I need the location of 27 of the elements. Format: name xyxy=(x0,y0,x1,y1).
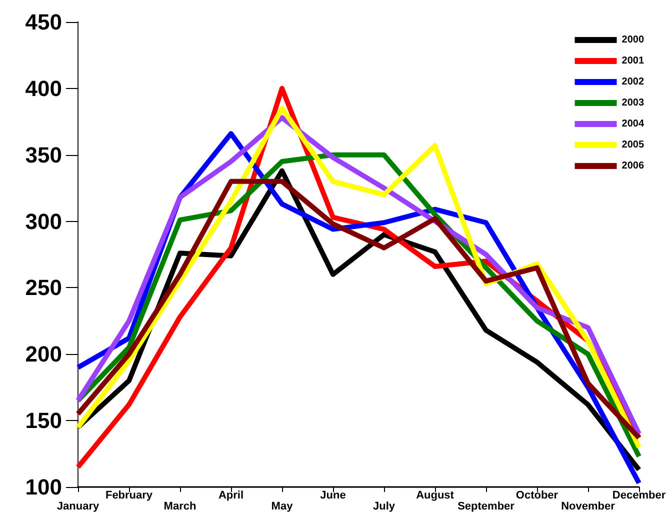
x-tick-label: May xyxy=(271,500,294,512)
y-tick-label: 350 xyxy=(25,142,62,168)
x-tick-label: November xyxy=(561,500,616,512)
legend-label: 2001 xyxy=(622,56,644,66)
x-tick-label: August xyxy=(416,490,454,502)
legend-label: 2005 xyxy=(622,140,644,150)
x-tick-label: March xyxy=(164,500,196,512)
x-tick-label: July xyxy=(372,500,396,512)
x-tick-label: February xyxy=(105,490,154,502)
x-tick-label: December xyxy=(612,490,666,502)
y-tick-label: 250 xyxy=(25,275,62,300)
x-tick-label: October xyxy=(516,490,559,502)
y-tick-label: 100 xyxy=(25,474,62,500)
x-tick-label: September xyxy=(458,500,516,512)
y-tick-label: 200 xyxy=(25,342,62,367)
x-tick-label: April xyxy=(218,490,244,502)
legend-label: 2006 xyxy=(622,160,644,172)
y-tick-label: 450 xyxy=(25,10,62,34)
legend-label: 2004 xyxy=(622,118,644,130)
y-tick-label: 300 xyxy=(25,208,62,234)
legend-label: 2003 xyxy=(622,98,644,108)
legend-label: 2002 xyxy=(622,76,644,88)
x-tick-label: June xyxy=(320,490,346,502)
x-tick-label: January xyxy=(56,500,100,512)
legend-label: 2000 xyxy=(622,34,644,46)
y-tick-label: 400 xyxy=(25,76,62,101)
y-tick-label: 150 xyxy=(25,408,62,434)
